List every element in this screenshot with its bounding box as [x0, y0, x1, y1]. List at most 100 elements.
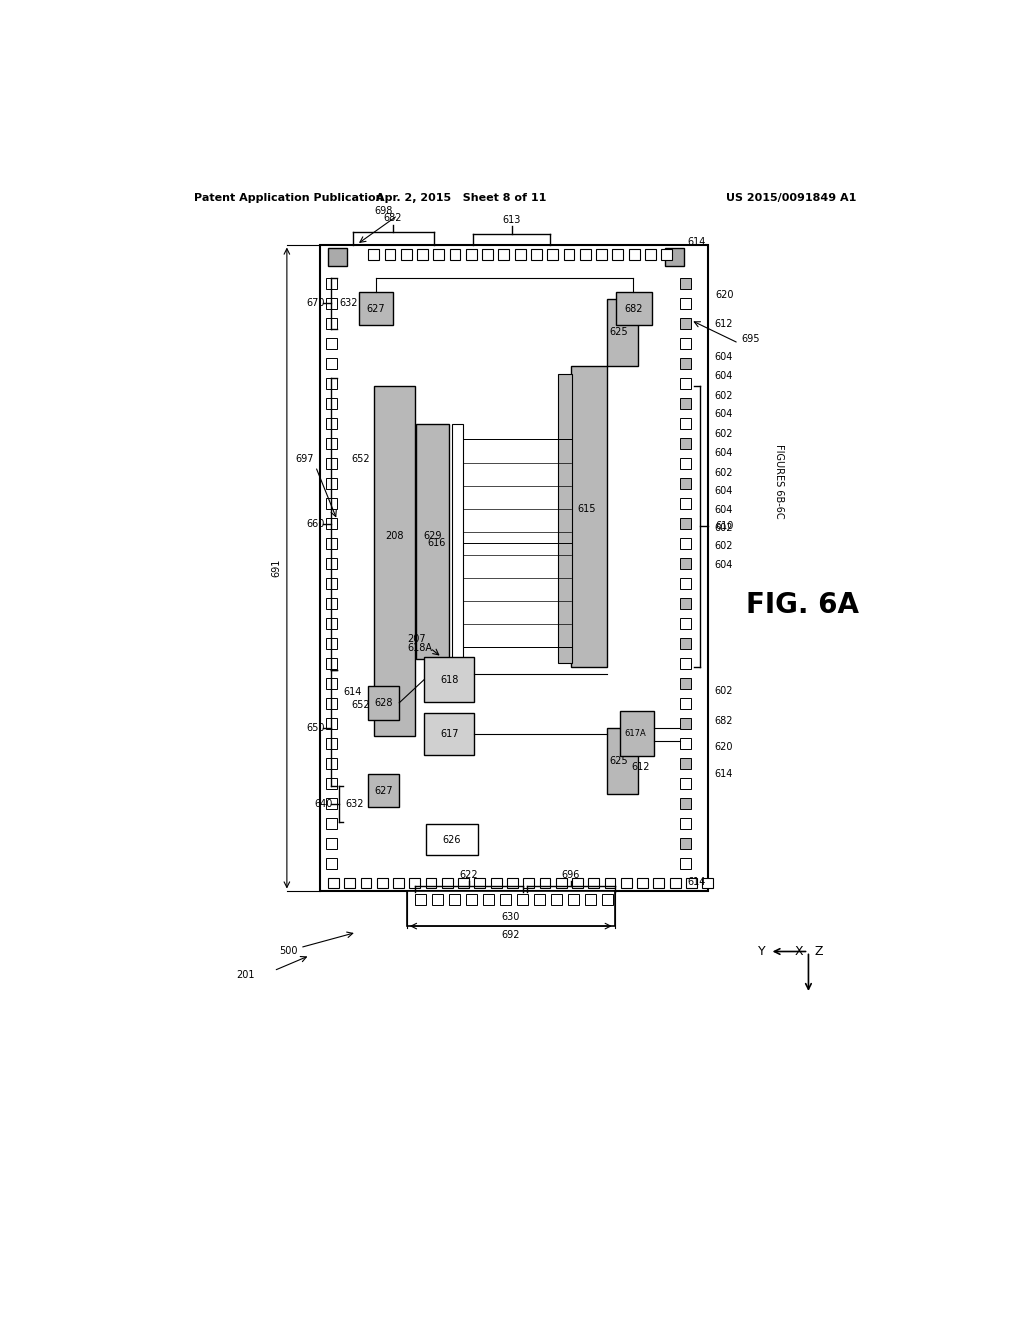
Bar: [680, 818, 690, 829]
Bar: [680, 498, 690, 508]
Text: 640: 640: [314, 799, 333, 809]
Text: 602: 602: [714, 391, 732, 400]
Text: 613: 613: [503, 215, 521, 224]
Bar: [327, 338, 337, 348]
Bar: [327, 758, 337, 770]
Bar: [466, 249, 477, 260]
Text: 652: 652: [351, 700, 370, 710]
Text: 614: 614: [687, 236, 706, 247]
Bar: [327, 598, 337, 609]
Bar: [327, 738, 337, 748]
Bar: [327, 718, 337, 729]
Text: 604: 604: [714, 447, 732, 458]
Bar: [680, 718, 690, 729]
Bar: [433, 249, 444, 260]
Text: 604: 604: [714, 504, 732, 515]
Bar: [466, 894, 477, 904]
Bar: [680, 799, 690, 809]
Bar: [327, 698, 337, 709]
Bar: [680, 659, 690, 669]
Bar: [369, 686, 399, 719]
Text: 612: 612: [632, 762, 650, 772]
Bar: [507, 878, 518, 888]
Text: 632: 632: [345, 799, 364, 809]
Bar: [327, 678, 337, 689]
Bar: [607, 729, 638, 793]
Bar: [680, 458, 690, 469]
Bar: [612, 249, 624, 260]
Text: 604: 604: [714, 409, 732, 418]
Bar: [589, 878, 599, 888]
Bar: [680, 858, 690, 869]
Bar: [680, 758, 690, 770]
Bar: [680, 558, 690, 569]
Bar: [344, 878, 355, 888]
Text: 625: 625: [609, 327, 628, 338]
Bar: [680, 678, 690, 689]
Bar: [604, 878, 615, 888]
Bar: [450, 249, 461, 260]
Bar: [499, 249, 509, 260]
Bar: [662, 249, 672, 260]
Text: 602: 602: [714, 467, 732, 478]
Bar: [407, 891, 614, 927]
Bar: [523, 878, 535, 888]
Bar: [490, 878, 502, 888]
Text: Y: Y: [758, 945, 766, 958]
Bar: [621, 878, 632, 888]
Bar: [680, 338, 690, 348]
Text: 682: 682: [714, 715, 732, 726]
Bar: [417, 249, 428, 260]
Text: 602: 602: [714, 686, 732, 696]
Bar: [680, 418, 690, 429]
Bar: [327, 618, 337, 628]
Bar: [327, 458, 337, 469]
Bar: [426, 825, 478, 855]
Bar: [452, 424, 463, 667]
Bar: [558, 374, 572, 663]
Text: 614: 614: [344, 686, 361, 697]
Text: 500: 500: [280, 946, 298, 957]
Text: 618: 618: [440, 675, 459, 685]
Bar: [602, 894, 613, 904]
Bar: [680, 598, 690, 609]
Text: 617: 617: [440, 730, 459, 739]
Text: 207: 207: [407, 634, 426, 644]
Bar: [424, 657, 474, 702]
Bar: [680, 779, 690, 789]
Text: 614: 614: [687, 878, 706, 887]
Text: 615: 615: [578, 504, 596, 513]
Bar: [680, 517, 690, 529]
Bar: [327, 298, 337, 309]
Bar: [680, 578, 690, 589]
Bar: [680, 539, 690, 549]
Bar: [327, 539, 337, 549]
Text: 208: 208: [385, 531, 403, 541]
Text: 201: 201: [237, 970, 255, 979]
Bar: [568, 894, 579, 904]
Text: 602: 602: [714, 429, 732, 440]
Text: 617A: 617A: [624, 729, 646, 738]
Text: 691: 691: [271, 558, 282, 577]
Bar: [680, 838, 690, 849]
Text: US 2015/0091849 A1: US 2015/0091849 A1: [726, 194, 856, 203]
Bar: [328, 878, 339, 888]
Text: 682: 682: [384, 213, 402, 223]
Text: 616: 616: [427, 539, 445, 548]
Text: 682: 682: [625, 304, 643, 314]
Text: 630: 630: [502, 912, 520, 921]
Text: 604: 604: [714, 352, 732, 362]
Text: 692: 692: [502, 929, 520, 940]
Text: 698: 698: [375, 206, 393, 215]
Text: 695: 695: [741, 334, 760, 345]
Bar: [417, 424, 449, 659]
Text: FIG. 6A: FIG. 6A: [745, 591, 859, 619]
Bar: [686, 878, 697, 888]
Text: 604: 604: [714, 371, 732, 380]
Text: Patent Application Publication: Patent Application Publication: [194, 194, 383, 203]
Bar: [580, 249, 591, 260]
Bar: [369, 249, 379, 260]
Bar: [327, 498, 337, 508]
Bar: [535, 894, 545, 904]
Bar: [680, 738, 690, 748]
